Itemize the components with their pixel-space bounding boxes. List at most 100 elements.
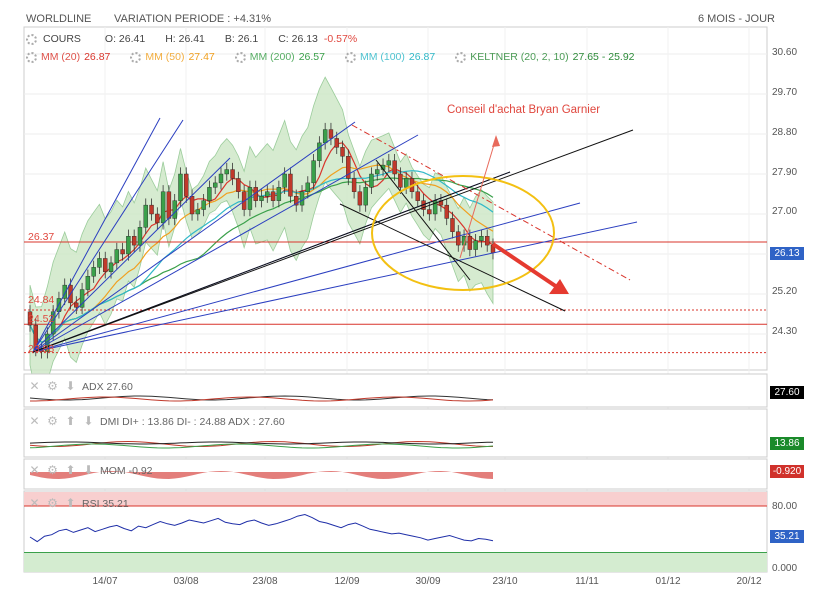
candle-body	[97, 258, 102, 268]
arrow-up-icon[interactable]: ⬆	[65, 414, 76, 428]
candle-body	[375, 169, 380, 175]
adx-label: ADX 27.60	[82, 380, 133, 393]
candle-body	[155, 213, 160, 224]
mm200-value: 26.57	[298, 51, 325, 63]
rsi-badge: 35.21	[770, 530, 804, 543]
close-icon[interactable]: ✕	[29, 463, 40, 477]
fan-line	[32, 117, 161, 353]
gear-icon[interactable]	[344, 51, 356, 63]
gear-icon[interactable]: ⚙	[47, 463, 58, 477]
close-icon[interactable]: ✕	[29, 496, 40, 510]
gear-icon[interactable]	[455, 51, 467, 63]
mom-area	[30, 471, 493, 479]
gear-icon[interactable]	[26, 51, 37, 63]
keltner-legend[interactable]: KELTNER (20, 2, 10) 27.65 - 25.92	[455, 51, 635, 63]
candle-body	[427, 209, 432, 215]
candle-body	[369, 173, 374, 188]
annotation-arrow	[459, 137, 497, 259]
mm50-label: MM (50)	[145, 51, 185, 63]
candle-body	[467, 236, 473, 250]
candle-body	[265, 191, 270, 197]
trend-line	[32, 129, 634, 353]
x-tick: 20/12	[736, 576, 762, 587]
candle-body	[270, 191, 276, 201]
gear-icon[interactable]: ⚙	[47, 379, 58, 393]
candle-body	[74, 302, 79, 308]
candle-body	[392, 160, 397, 175]
arrow-up-icon[interactable]: ⬆	[65, 463, 76, 477]
gear-icon[interactable]: ⚙	[47, 414, 58, 428]
candle-body	[195, 209, 201, 215]
candle-body	[357, 191, 363, 206]
level-label: 26.37	[28, 231, 55, 243]
gear-icon[interactable]	[234, 51, 246, 63]
arrow-up-icon[interactable]: ⬆	[65, 496, 76, 510]
annotation-text: Conseil d'achat Bryan Garnier	[447, 104, 601, 116]
candle-body	[108, 262, 114, 272]
candle-body	[317, 142, 322, 161]
candle-body	[450, 218, 455, 232]
close-icon[interactable]: ✕	[29, 414, 40, 428]
y-tick: 29.70	[772, 87, 798, 98]
candle-body	[166, 191, 172, 219]
dmi-line	[29, 443, 494, 449]
candle-body	[178, 173, 183, 201]
arrow-down-icon[interactable]: ⬇	[83, 414, 94, 428]
candle-body	[137, 227, 143, 246]
dmi-line	[29, 440, 493, 447]
candle-body	[299, 191, 305, 206]
candle-body	[351, 178, 357, 192]
fan-line	[32, 202, 581, 353]
gear-icon[interactable]	[26, 33, 37, 45]
candle-body	[212, 182, 218, 188]
mom-panel-label: ✕ ⚙ ⬆ ⬇ MOM -0.92	[28, 463, 152, 477]
candle-body	[322, 129, 328, 144]
mm20-value: 26.87	[84, 51, 111, 63]
candle-body	[398, 173, 403, 188]
low-value: B: 26.1	[224, 33, 259, 45]
level-label: 24.84	[28, 294, 55, 306]
keltner-label: KELTNER (20, 2, 10)	[470, 51, 569, 63]
dmi-label: DMI DI+ : 13.86 DI- : 24.88 ADX : 27.60	[100, 415, 285, 428]
fan-line	[32, 134, 419, 353]
x-tick: 11/11	[575, 576, 599, 587]
mm100-label: MM (100)	[359, 51, 405, 63]
candle-body	[230, 169, 235, 179]
candle-body	[207, 187, 212, 201]
adx-panel-label: ✕ ⚙ ⬇ ADX 27.60	[28, 379, 133, 393]
candle-body	[276, 187, 282, 201]
x-tick: 14/07	[92, 576, 118, 587]
rsi-panel-label: ✕ ⚙ ⬆ RSI 35.21	[28, 496, 129, 510]
trend-line	[32, 171, 511, 353]
mm20-legend[interactable]: MM (20) 26.87	[26, 51, 110, 63]
candle-body	[236, 178, 241, 192]
rsi-label: RSI 35.21	[82, 497, 129, 510]
rsi-overbought-band	[24, 492, 767, 506]
candle-body	[473, 240, 478, 250]
highlight-ellipse	[371, 175, 555, 291]
mm50-value: 27.47	[188, 51, 215, 63]
level-label: 23.88	[28, 343, 55, 355]
candle-body	[103, 258, 108, 272]
candle-body	[50, 311, 56, 335]
candle-body	[363, 187, 368, 206]
symbol-title: WORLDLINE	[26, 13, 92, 25]
gear-icon[interactable]: ⚙	[47, 496, 58, 510]
mm20-label: MM (20)	[41, 51, 81, 63]
close-value: C: 26.13	[278, 33, 318, 45]
change-value: -0.57%	[323, 33, 358, 45]
candle-body	[184, 173, 189, 197]
arrow-down-icon[interactable]: ⬇	[65, 379, 76, 393]
mm100-legend[interactable]: MM (100) 26.87	[344, 51, 435, 63]
x-tick: 23/10	[492, 576, 518, 587]
period-selector[interactable]: 6 MOIS - JOUR	[698, 13, 776, 25]
arrow-down-icon[interactable]: ⬇	[83, 463, 94, 477]
close-icon[interactable]: ✕	[29, 379, 40, 393]
mm50-legend[interactable]: MM (50) 27.47	[130, 51, 215, 63]
fan-line	[32, 157, 231, 353]
y-tick: 30.60	[772, 47, 798, 58]
mm200-legend[interactable]: MM (200) 26.57	[234, 51, 325, 63]
x-tick: 23/08	[252, 576, 278, 587]
gear-icon[interactable]	[130, 51, 142, 63]
